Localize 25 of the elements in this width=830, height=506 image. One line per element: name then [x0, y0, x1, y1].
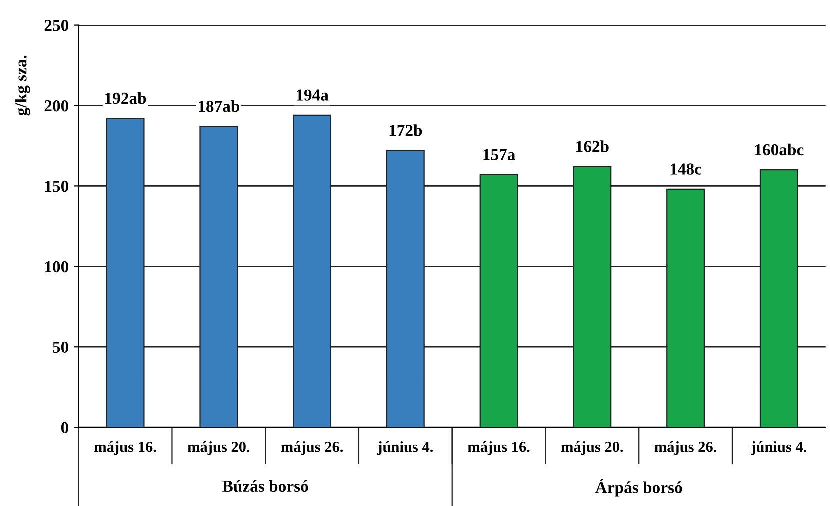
- text: Búzás borsó: [222, 480, 308, 492]
- text: Árpás borsó: [596, 479, 682, 497]
- y-tick-label: 150: [45, 180, 68, 192]
- x-tick-label: június 4.: [378, 441, 434, 456]
- x-tick-label: május 16.: [94, 441, 156, 456]
- x-tick-label: május 26.: [281, 441, 344, 456]
- y-axis-title: g/kg sza.: [15, 56, 30, 116]
- data-label: 192ab: [106, 92, 146, 104]
- y-tick-label: 100: [45, 261, 68, 273]
- x-tick-label: május 20.: [561, 441, 624, 456]
- data-label: 160abc: [756, 144, 804, 156]
- data-label: 187ab: [198, 100, 240, 112]
- x-tick-label: május 26.: [654, 441, 717, 456]
- x-tick-label: május 16.: [468, 441, 530, 456]
- data-label: 157a: [484, 149, 516, 160]
- x-tick-label: május 20.: [188, 441, 250, 456]
- y-tick-label: 50: [53, 342, 68, 354]
- data-label: 148c: [670, 164, 702, 175]
- data-label: 194a: [296, 90, 329, 101]
- y-tick-label: 200: [44, 100, 68, 112]
- x-tick-label: június 4.: [751, 441, 807, 456]
- data-label: 162b: [576, 140, 609, 152]
- y-tick-label: 0: [61, 422, 68, 434]
- y-tick-label: 250: [44, 20, 68, 32]
- data-label: 172b: [390, 124, 422, 136]
